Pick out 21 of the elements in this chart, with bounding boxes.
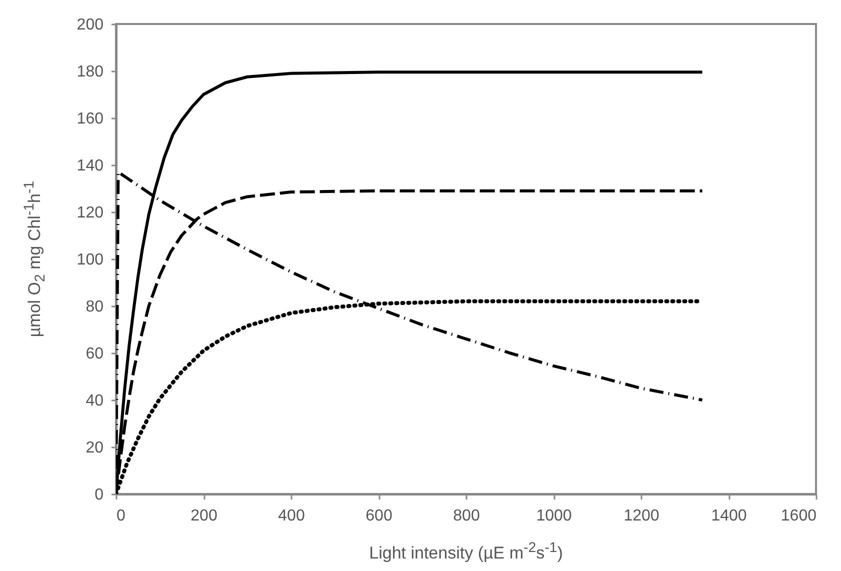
y-tick-label: 140 xyxy=(76,158,104,174)
x-tick-label: 1000 xyxy=(536,508,572,524)
x-tick-label: 0 xyxy=(116,508,126,524)
x-tick-label: 200 xyxy=(190,508,218,524)
y-tick-label: 100 xyxy=(76,252,104,268)
x-tick-label: 1600 xyxy=(780,508,817,524)
x-tick-label: 600 xyxy=(366,508,392,524)
x-tick-label: 800 xyxy=(453,508,480,524)
y-tick-label: 120 xyxy=(76,204,104,222)
y-tick-label: 180 xyxy=(76,64,104,80)
x-tick-label: 1200 xyxy=(624,508,660,524)
y-tick-label: 60 xyxy=(86,346,104,362)
x-tick-label: 1400 xyxy=(711,508,747,524)
y-tick-label: 160 xyxy=(76,110,104,128)
y-tick-label: 40 xyxy=(86,392,104,410)
y-tick-label: 80 xyxy=(86,298,104,316)
x-tick-label: 400 xyxy=(278,508,305,524)
y-tick-label: 20 xyxy=(86,440,104,456)
x-axis-title: Light intensity (µE m$^{-2}$s$^{-1}$) xyxy=(368,540,564,564)
y-tick-label: 0 xyxy=(94,486,104,504)
y-tick-label: 200 xyxy=(76,16,104,34)
